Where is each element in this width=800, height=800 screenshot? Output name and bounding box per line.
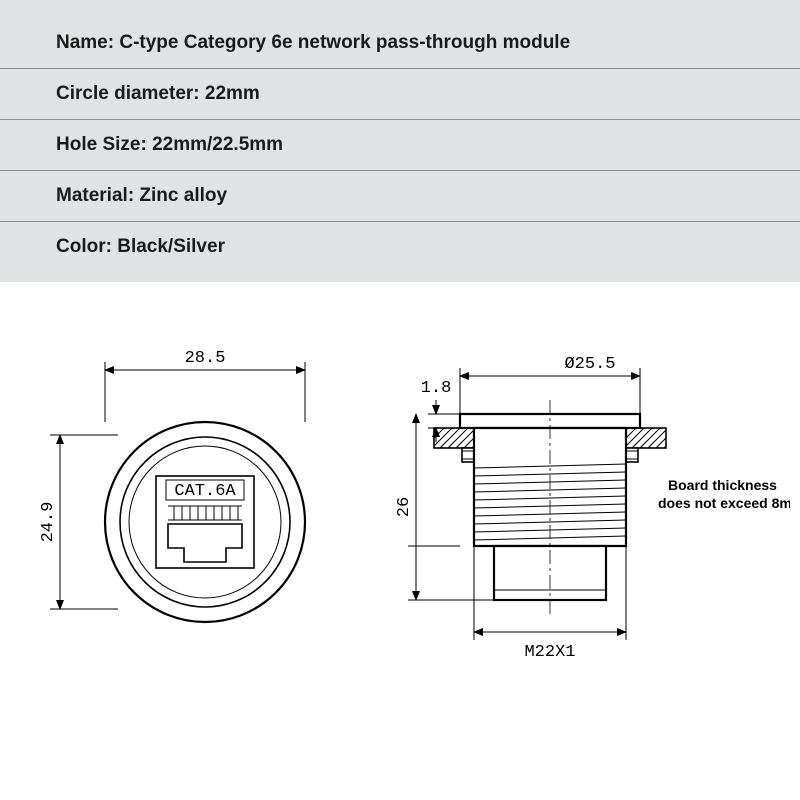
spec-value: 22mm/22.5mm [152, 134, 283, 155]
spec-row: Name: C-type Category 6e network pass-th… [0, 18, 800, 69]
spec-label: Material [56, 185, 128, 206]
spec-label: Circle diameter [56, 83, 193, 104]
spec-label: Color [56, 236, 106, 257]
spec-value: C-type Category 6e network pass-through … [119, 32, 570, 53]
note-line2: does not exceed 8mm [658, 495, 790, 511]
spec-panel: Name: C-type Category 6e network pass-th… [0, 0, 800, 282]
dim-body-h: 26 [395, 497, 414, 517]
spec-label: Hole Size [56, 134, 140, 155]
dim-flange-thk: 1.8 [421, 379, 452, 398]
spec-row: Color: Black/Silver [0, 222, 800, 272]
side-view: Ø25.5 1.8 26 M22X1 Board thickness does … [390, 322, 790, 687]
spec-label: Name [56, 32, 108, 53]
spec-value: 22mm [205, 83, 260, 104]
dim-thread: M22X1 [524, 643, 575, 662]
note-line1: Board thickness [668, 477, 777, 493]
spec-row: Material: Zinc alloy [0, 171, 800, 222]
spec-row: Circle diameter: 22mm [0, 69, 800, 120]
dim-flange-dia: Ø25.5 [564, 355, 615, 374]
spec-value: Zinc alloy [139, 185, 227, 206]
drawings-area: CAT.6A [0, 282, 800, 687]
spec-row: Hole Size: 22mm/22.5mm [0, 120, 800, 171]
spec-value: Black/Silver [117, 236, 225, 257]
dim-width: 28.5 [185, 349, 226, 368]
dim-height: 24.9 [39, 502, 58, 543]
jack-label: CAT.6A [174, 482, 236, 501]
front-view: CAT.6A [20, 322, 360, 687]
